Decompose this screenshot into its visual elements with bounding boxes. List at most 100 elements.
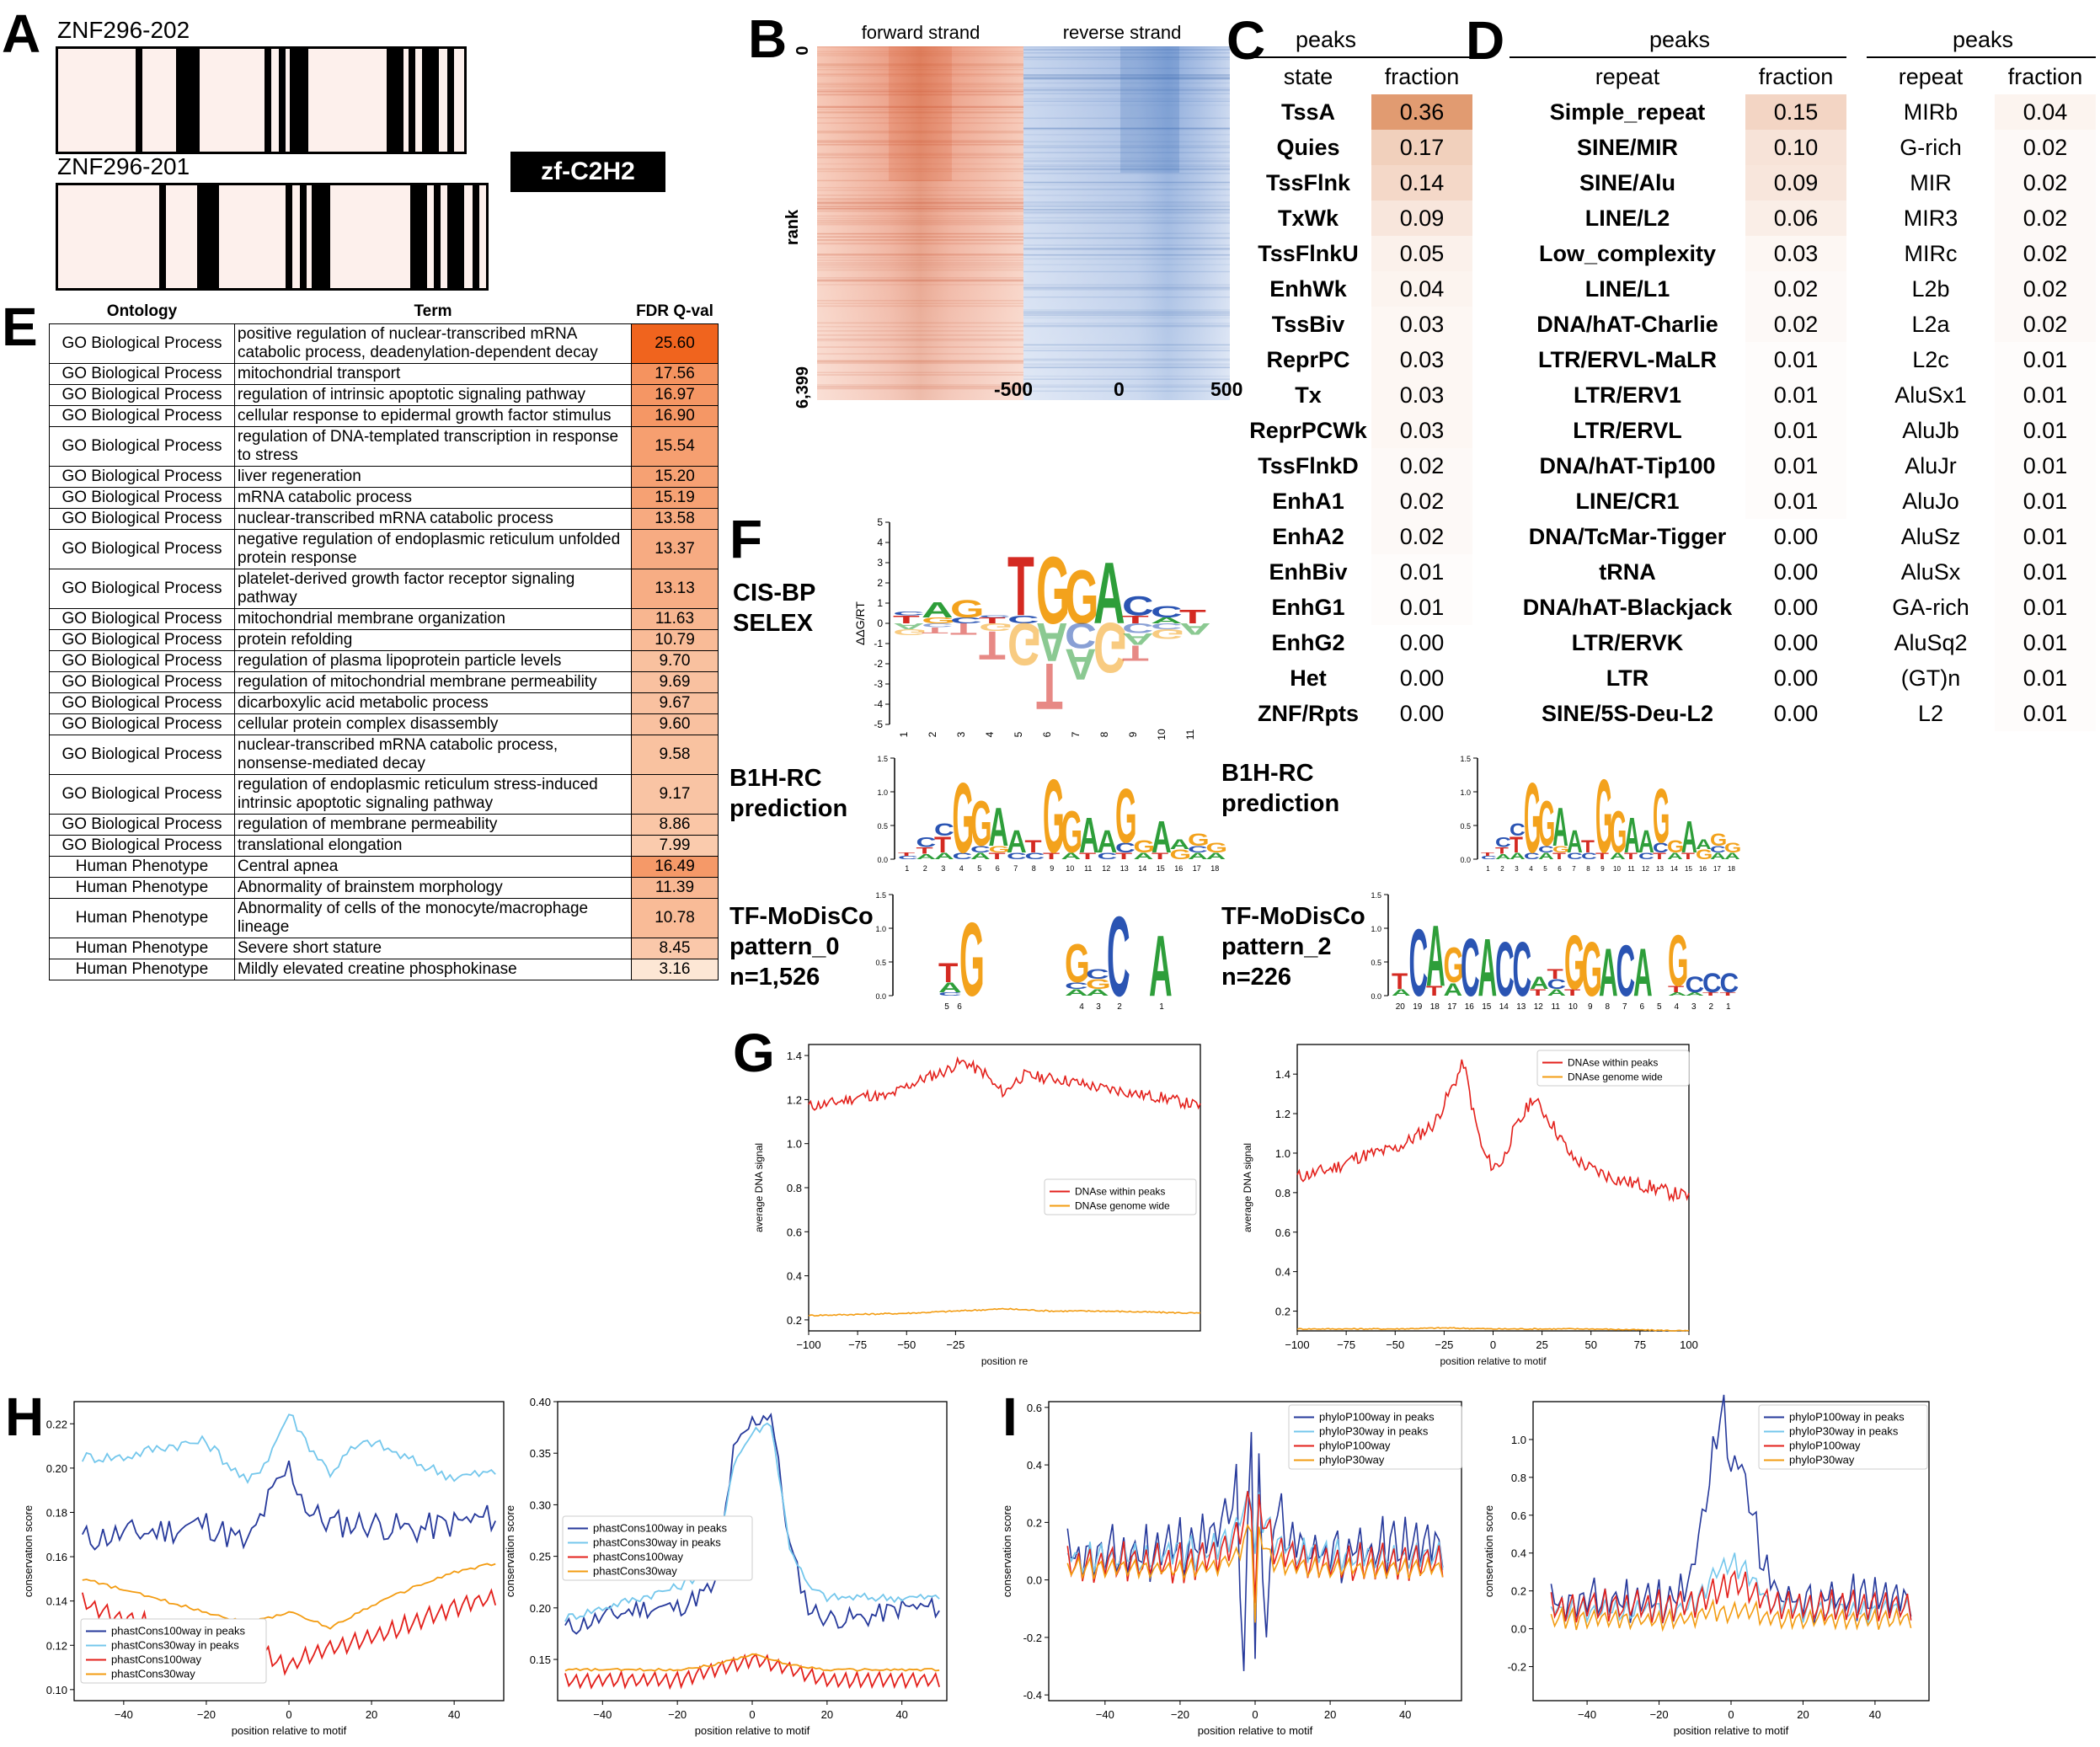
- y-tick-label: 0.6: [787, 1226, 802, 1238]
- nucleotide-C: C: [1567, 852, 1583, 862]
- chromhmm-state-name: TssFlnkU: [1258, 240, 1359, 266]
- logo-xtick: 8: [1098, 731, 1110, 737]
- nucleotide-G: G: [1552, 845, 1569, 855]
- nucleotide-A: A: [1724, 852, 1740, 862]
- nucleotide-A: A: [1179, 620, 1211, 638]
- legend-entry: DNAse within peaks: [1075, 1186, 1165, 1198]
- nucleotide-C: C: [1513, 926, 1532, 1012]
- logo-xtick: 2: [927, 731, 938, 737]
- phastcons-chart-left: 0.10 0.12 0.14 0.16 0.18 0.20 0.22 −40 −20 0 20 40 p…: [25, 1401, 505, 1737]
- repeat-family-fraction: 0.01: [1745, 483, 1846, 519]
- enrichment-row: GO Biological Process nuclear-transcribed…: [49, 735, 719, 775]
- y-tick-label: 0.14: [46, 1595, 67, 1608]
- logo-xtick: 13: [1120, 864, 1129, 873]
- nucleotide-T: T: [979, 616, 1006, 625]
- nucleotide-G: G: [1668, 920, 1688, 1002]
- x-tick-label: 0: [286, 1708, 291, 1721]
- nucleotide-A: A: [1510, 852, 1526, 862]
- term-cell: protein refolding: [234, 629, 632, 651]
- series-line: [1550, 1394, 1912, 1624]
- nucleotide-A: A: [1036, 612, 1068, 672]
- series-line: [1296, 1059, 1690, 1203]
- qval-cell: 9.17: [631, 774, 719, 815]
- chromhmm-state-fraction: 0.02: [1371, 448, 1472, 483]
- repeat-subfamily-fraction: 0.01: [1995, 413, 2096, 448]
- table-row: LTR/ERVK 0.00: [1510, 625, 1846, 660]
- x-tick-label: −40: [593, 1708, 612, 1721]
- nucleotide-C: C: [1065, 980, 1088, 991]
- x-tick-label: 50: [1585, 1338, 1597, 1351]
- table-row: LINE/CR1 0.01: [1510, 483, 1846, 519]
- y-axis-label: conservation score: [1483, 1505, 1495, 1597]
- repeat-family-fraction: 0.06: [1745, 200, 1846, 236]
- nucleotide-A: A: [1667, 852, 1683, 862]
- nucleotide-T: T: [989, 852, 1006, 862]
- y-tick-label: 1.2: [787, 1093, 802, 1106]
- nucleotide-C: C: [938, 991, 962, 996]
- nucleotide-G: G: [959, 902, 985, 1018]
- y-tick-label: 0.6: [1511, 1509, 1526, 1522]
- logo-ytick: -5: [874, 719, 883, 730]
- qval-cell: 7.99: [631, 835, 719, 857]
- table-row: SINE/Alu 0.09: [1510, 165, 1846, 200]
- logo-ytick: -1: [874, 638, 883, 649]
- nucleotide-C: C: [1461, 923, 1480, 1014]
- nucleotide-T: T: [1036, 649, 1063, 722]
- y-tick-label: 0.2: [1511, 1585, 1526, 1598]
- repeat-family-fraction: 0.00: [1745, 696, 1846, 731]
- repeat-subfamily-name: L2a: [1911, 311, 1950, 337]
- repeat-subfamily-name: GA-rich: [1892, 594, 1969, 620]
- nucleotide-C: C: [1538, 845, 1554, 855]
- panel-label-f: F: [729, 509, 763, 569]
- chromhmm-state-fraction: 0.01: [1371, 590, 1472, 625]
- logo-xtick: 9: [1127, 731, 1139, 737]
- logo-ytick: 0.5: [875, 959, 886, 967]
- ontology-cell: GO Biological Process: [49, 508, 235, 530]
- chromhmm-state-name: EnhG2: [1271, 629, 1345, 655]
- table-row: TssFlnkU 0.05: [1245, 236, 1472, 271]
- nucleotide-T: T: [893, 614, 920, 626]
- repeat-family-fraction: 0.02: [1745, 307, 1846, 342]
- chromhmm-state-fraction: 0.36: [1371, 94, 1472, 130]
- nucleotide-C: C: [1547, 977, 1567, 992]
- nucleotide-G: G: [1610, 800, 1627, 866]
- enrichment-row: GO Biological Process regulation of membr…: [49, 814, 719, 836]
- nucleotide-A: A: [1065, 987, 1088, 997]
- table-row: DNA/hAT-Tip100 0.01: [1510, 448, 1846, 483]
- heatmap-xtick-0: 0: [1114, 378, 1125, 400]
- nucleotide-T: T: [1481, 852, 1495, 857]
- nucleotide-C: C: [1107, 894, 1130, 1021]
- repeat-family-name: LINE/L2: [1584, 205, 1670, 231]
- repeat-subfamily-name: MIRb: [1903, 99, 1958, 125]
- nucleotide-C: C: [922, 622, 954, 628]
- nucleotide-G: G: [1667, 836, 1684, 857]
- heatmap-xtick-500: 500: [1210, 378, 1243, 400]
- repeat-subfamily-fraction: 0.04: [1995, 94, 2096, 130]
- table-row: TssA 0.36: [1245, 94, 1472, 130]
- nucleotide-G: G: [1065, 934, 1090, 995]
- y-tick-label: 1.2: [1275, 1108, 1290, 1120]
- reverse-strand-label: reverse strand: [1063, 22, 1182, 43]
- logo-xtick: 3: [1096, 1002, 1101, 1012]
- qval-cell: 9.58: [631, 735, 719, 775]
- nucleotide-C: C: [1065, 615, 1097, 654]
- logo-xtick: 8: [1586, 865, 1590, 873]
- logo-xtick: 20: [1396, 1002, 1406, 1012]
- nucleotide-T: T: [1426, 984, 1442, 999]
- x-axis-label: position relative to motif: [232, 1724, 347, 1737]
- y-tick-label: 1.0: [1511, 1434, 1526, 1446]
- qval-cell: 10.78: [631, 898, 719, 938]
- legend-entry: phyloP100way in peaks: [1319, 1411, 1435, 1424]
- nucleotide-T: T: [1702, 991, 1719, 996]
- logo-ytick: -4: [874, 698, 883, 710]
- logo-xtick: 13: [1516, 1002, 1526, 1012]
- nucleotide-A: A: [1638, 824, 1654, 859]
- nucleotide-A: A: [1151, 616, 1183, 625]
- enrichment-row: GO Biological Process translational elong…: [49, 835, 719, 857]
- nucleotide-C: C: [1686, 972, 1705, 997]
- table-row: AluSq2 0.01: [1867, 625, 2096, 660]
- enrichment-row: GO Biological Process mRNA catabolic proc…: [49, 487, 719, 509]
- legend-box: [1536, 1050, 1690, 1087]
- enrichment-row: GO Biological Process regulation of intri…: [49, 384, 719, 406]
- ontology-cell: Human Phenotype: [49, 898, 235, 938]
